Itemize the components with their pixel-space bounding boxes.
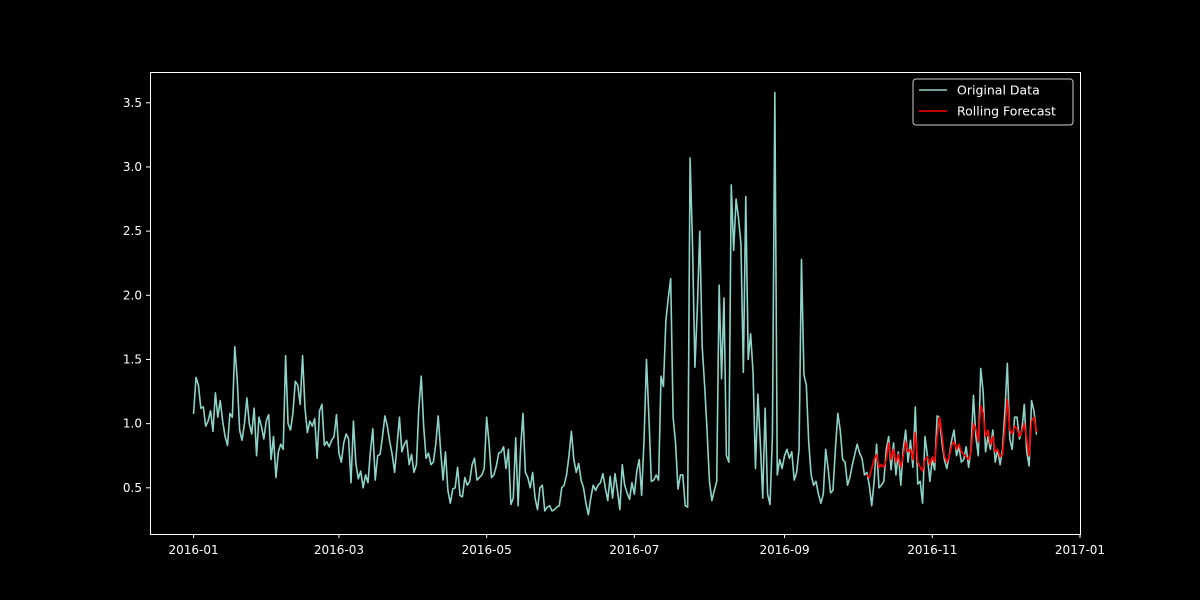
x-tick-label: 2016-05: [462, 543, 512, 557]
series-line-rolling-forecast: [866, 398, 1038, 479]
legend: Original Data Rolling Forecast: [912, 78, 1074, 126]
y-tick-label: 1.5: [123, 352, 142, 366]
y-tick-label: 0.5: [123, 481, 142, 495]
x-tick-label: 2016-03: [314, 543, 364, 557]
y-tick-label: 2.5: [123, 224, 142, 238]
x-axis: 2016-01 2016-03 2016-05 2016-07 2016-09 2016-…: [169, 534, 1105, 557]
y-tick-label: 1.0: [123, 417, 142, 431]
series-line-original-data: [192, 91, 1038, 516]
y-axis: 0.5 1.0 1.5 2.0 2.5 3.0 3.5: [123, 96, 150, 495]
plot-frame: [150, 72, 1081, 535]
x-tick-label: 2016-01: [169, 543, 219, 557]
x-tick-label: 2016-09: [759, 543, 809, 557]
y-tick-label: 2.0: [123, 288, 142, 302]
x-tick-label: 2016-07: [609, 543, 659, 557]
legend-label-rolling-forecast: Rolling Forecast: [957, 104, 1056, 119]
series-layer: [192, 91, 1038, 516]
y-tick-label: 3.5: [123, 96, 142, 110]
legend-label-original-data: Original Data: [957, 83, 1040, 98]
y-tick-label: 3.0: [123, 160, 142, 174]
legend-box: [912, 78, 1074, 126]
x-tick-label: 2017-01: [1055, 543, 1105, 557]
x-tick-label: 2016-11: [907, 543, 957, 557]
